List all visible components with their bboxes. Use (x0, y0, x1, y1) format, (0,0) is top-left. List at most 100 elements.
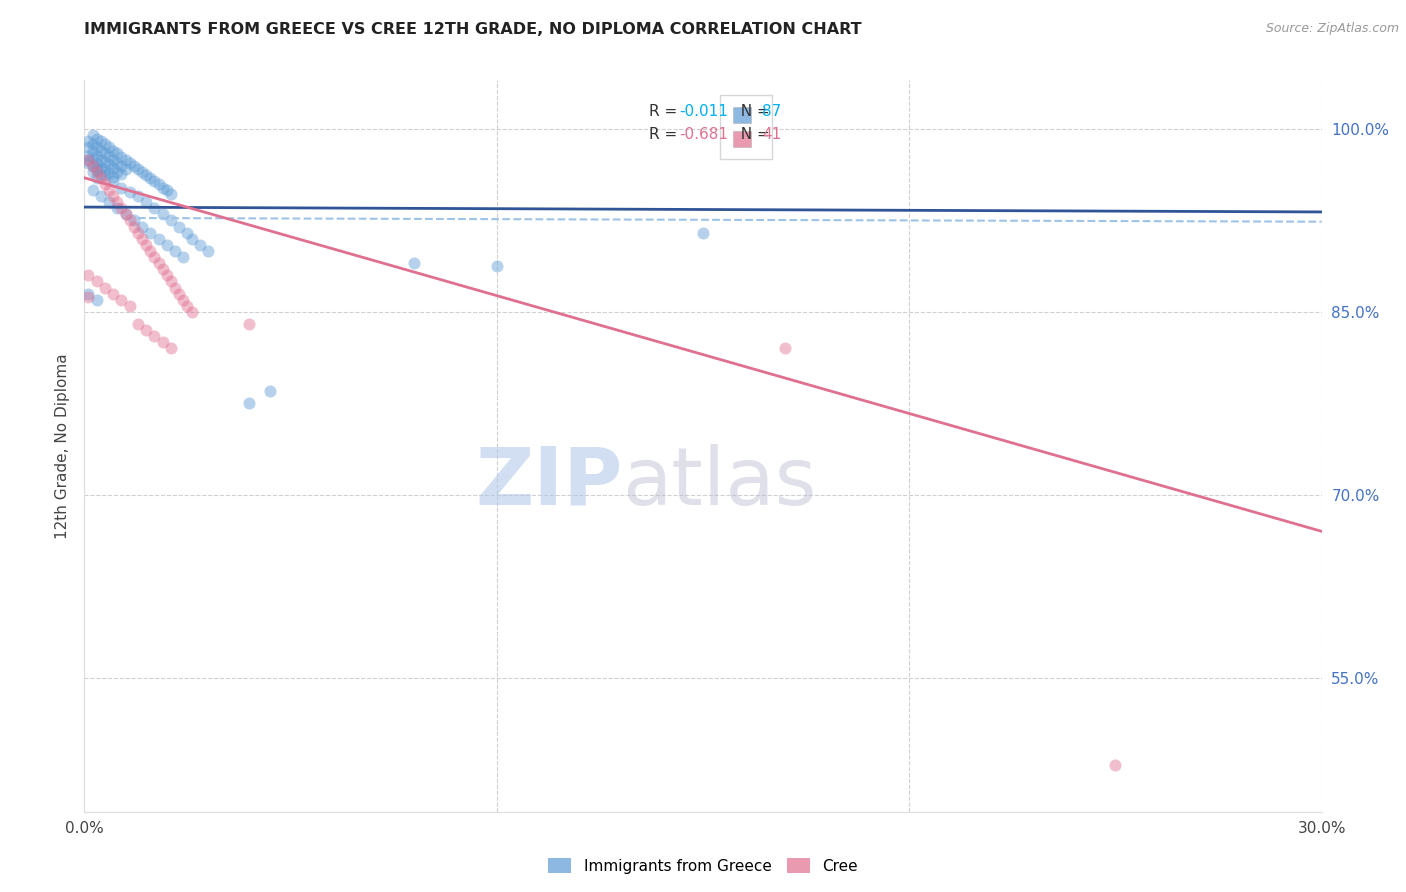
Point (90, 153, 112, 167)
Point (127, 162, 149, 177)
Point (90, 144, 112, 158)
Point (127, 226, 149, 240)
Point (118, 186, 141, 200)
Point (143, 174, 166, 188)
Point (86, 163, 108, 178)
Point (114, 153, 136, 167)
Point (152, 207, 174, 221)
Point (143, 329, 166, 343)
Point (160, 342, 183, 356)
Point (77, 268, 100, 283)
Point (82, 159, 104, 173)
Point (82, 136, 104, 151)
Point (82, 128, 104, 143)
Point (148, 177, 170, 191)
Point (135, 169, 157, 183)
Point (122, 213, 145, 227)
Point (86, 165, 108, 179)
Point (98, 183, 121, 197)
Point (94, 177, 117, 191)
Point (94, 136, 117, 151)
Point (131, 219, 153, 234)
Point (103, 169, 125, 184)
Point (86, 156, 108, 170)
Point (143, 250, 166, 264)
Point (90, 161, 112, 175)
Point (103, 153, 125, 167)
Point (131, 232, 153, 246)
Point (139, 244, 162, 258)
Point (110, 202, 132, 216)
Text: -0.011: -0.011 (679, 104, 728, 120)
Point (172, 250, 194, 264)
Point (148, 256, 170, 270)
Point (86, 132, 108, 146)
Point (114, 207, 136, 221)
Point (82, 151, 104, 165)
Point (82, 144, 104, 158)
Point (238, 396, 260, 410)
Point (90, 134, 112, 148)
Text: 87: 87 (762, 104, 782, 120)
Text: Source: ZipAtlas.com: Source: ZipAtlas.com (1265, 22, 1399, 36)
Point (77, 134, 100, 148)
Point (172, 293, 194, 307)
Point (167, 286, 190, 301)
Point (98, 140, 121, 154)
Text: IMMIGRANTS FROM GREECE VS CREE 12TH GRADE, NO DIPLOMA CORRELATION CHART: IMMIGRANTS FROM GREECE VS CREE 12TH GRAD… (84, 22, 862, 37)
Point (180, 305, 202, 319)
Point (156, 183, 179, 197)
Point (86, 161, 108, 175)
Point (110, 159, 132, 173)
Legend: Immigrants from Greece, Cree: Immigrants from Greece, Cree (543, 852, 863, 880)
Point (98, 149, 121, 163)
Point (127, 189, 149, 203)
Point (90, 189, 112, 203)
Point (82, 159, 104, 173)
Point (86, 140, 108, 154)
Point (98, 166, 121, 180)
Point (160, 213, 183, 227)
Point (77, 153, 100, 167)
Point (110, 150, 132, 164)
Point (176, 226, 198, 240)
Point (94, 169, 117, 183)
Point (148, 232, 170, 246)
Point (135, 238, 157, 252)
Point (122, 159, 145, 173)
Point (103, 174, 125, 188)
Point (238, 317, 260, 331)
Text: R =: R = (648, 104, 682, 120)
Point (77, 286, 100, 301)
Point (135, 195, 157, 210)
Point (152, 335, 174, 350)
Point (131, 165, 153, 179)
Point (165, 280, 187, 294)
Point (94, 280, 117, 294)
Point (127, 317, 149, 331)
Point (94, 155, 117, 169)
Point (77, 140, 100, 154)
Point (110, 293, 132, 307)
Y-axis label: 12th Grade, No Diploma: 12th Grade, No Diploma (55, 353, 70, 539)
Point (188, 238, 211, 252)
Point (90, 170, 112, 185)
Point (94, 163, 117, 178)
Legend: , : , (720, 95, 772, 160)
Point (110, 167, 132, 181)
Point (98, 157, 121, 171)
Text: N =: N = (731, 104, 775, 120)
Point (1104, 758, 1126, 772)
Point (105, 195, 128, 210)
Point (152, 262, 174, 277)
Point (259, 384, 281, 399)
Point (156, 268, 179, 283)
Point (139, 170, 162, 185)
Point (105, 165, 128, 179)
Point (167, 219, 190, 234)
Point (404, 256, 426, 270)
Point (176, 299, 198, 313)
Point (114, 207, 136, 221)
Point (86, 170, 108, 185)
Point (118, 213, 141, 227)
